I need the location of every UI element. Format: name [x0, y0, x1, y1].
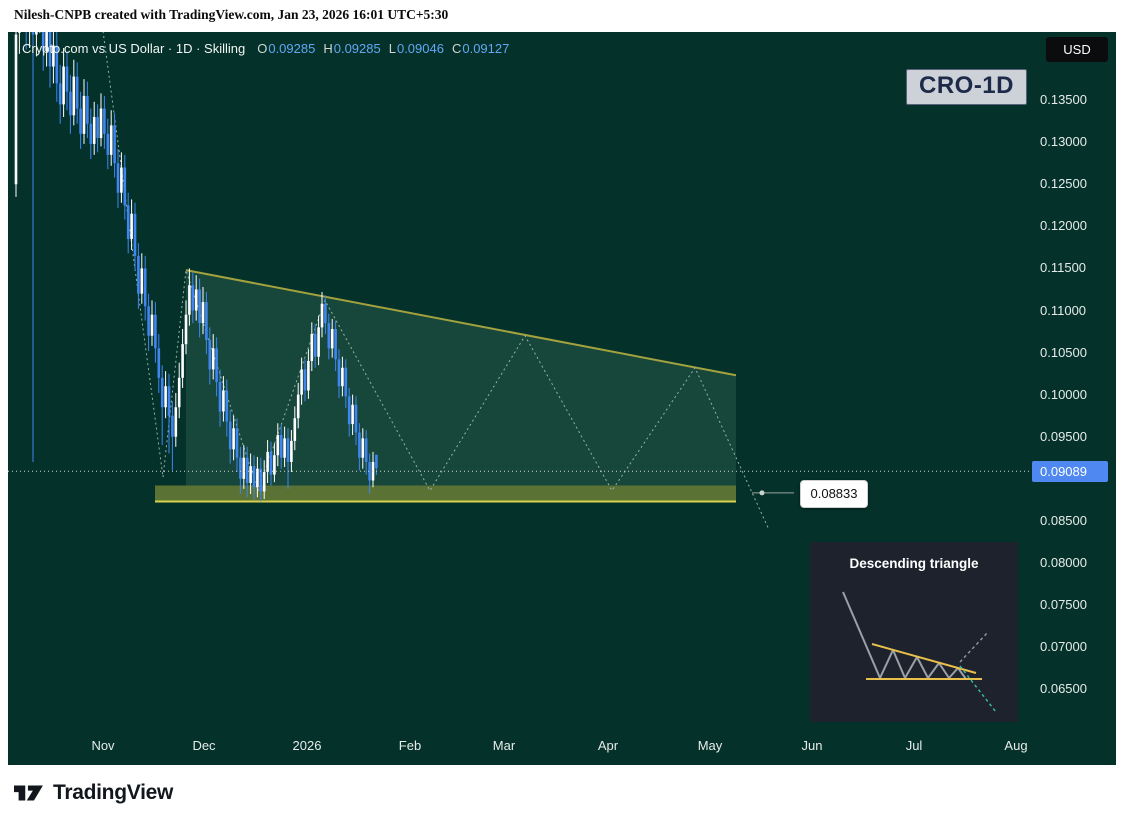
- price-tick: 0.09500: [1040, 428, 1087, 444]
- snapshot-attribution-text: Nilesh-CNPB created with TradingView.com…: [14, 7, 449, 22]
- pattern-breakdown-dashed-line: [959, 665, 997, 713]
- tradingview-brand: TradingView: [14, 781, 173, 805]
- tradingview-logo-icon: [14, 785, 43, 801]
- price-tick: 0.13000: [1040, 134, 1087, 150]
- price-tick: 0.10000: [1040, 386, 1087, 402]
- price-tick: 0.07000: [1040, 639, 1087, 655]
- price-tick: 0.11500: [1040, 260, 1087, 276]
- chart-region: Crypto.com vs US Dollar · 1D · Skilling …: [8, 32, 1116, 765]
- price-tick: 0.12500: [1040, 176, 1087, 192]
- pattern-illustration: [842, 591, 997, 713]
- time-tick: Dec: [192, 738, 216, 753]
- pattern-zigzag-line: [842, 591, 967, 680]
- time-axis[interactable]: Nov Dec 2026 Feb Mar Apr May Jun Jul Aug: [8, 729, 1030, 765]
- time-tick: Apr: [597, 738, 619, 753]
- time-tick: 2026: [292, 738, 322, 753]
- tradingview-brand-text: TradingView: [53, 781, 174, 804]
- price-tick: 0.06500: [1040, 681, 1087, 697]
- price-axis[interactable]: 0.09089 0.13500 0.13000 0.12500 0.12000 0.11…: [1030, 32, 1116, 729]
- time-tick: Nov: [91, 738, 115, 753]
- time-tick: Feb: [398, 738, 422, 753]
- price-tick: 0.13500: [1040, 92, 1087, 108]
- ohlc-high: H0.09285: [323, 41, 381, 56]
- pattern-descending-line: [871, 643, 977, 674]
- price-tick: 0.12000: [1040, 218, 1087, 234]
- price-tick: 0.08000: [1040, 554, 1087, 570]
- plot-area[interactable]: 0.08833 Descending triangle: [8, 32, 1030, 729]
- ohlc-open: O0.09285: [257, 41, 316, 56]
- currency-button[interactable]: USD: [1046, 37, 1108, 62]
- time-tick: May: [697, 738, 723, 753]
- symbol-interval-badge: CRO-1D: [905, 69, 1027, 105]
- time-tick: Mar: [492, 738, 516, 753]
- chart-legend: Crypto.com vs US Dollar · 1D · Skilling …: [22, 41, 509, 56]
- pattern-card-title: Descending triangle: [849, 556, 979, 571]
- symbol-title[interactable]: Crypto.com vs US Dollar · 1D · Skilling: [22, 41, 246, 56]
- pattern-card: Descending triangle: [810, 542, 1018, 722]
- time-tick: Jul: [905, 738, 923, 753]
- price-chart-canvas[interactable]: [8, 32, 1030, 729]
- ohlc-close: C0.09127: [451, 41, 510, 56]
- last-price-label[interactable]: 0.09089: [1032, 460, 1108, 482]
- footer: TradingView: [0, 765, 1124, 828]
- price-tick: 0.11000: [1040, 302, 1087, 318]
- support-price-flag[interactable]: 0.08833: [800, 479, 868, 508]
- pattern-upside-dashed-line: [959, 631, 989, 663]
- snapshot-attribution-bar: Nilesh-CNPB created with TradingView.com…: [0, 0, 1124, 32]
- time-tick: Jun: [801, 738, 823, 753]
- price-tick: 0.07500: [1040, 596, 1087, 612]
- ohlc-low: L0.09046: [388, 41, 444, 56]
- time-tick: Aug: [1004, 738, 1028, 753]
- price-tick: 0.10500: [1040, 344, 1087, 360]
- ohlc-values: O0.09285 H0.09285 L0.09046 C0.09127: [257, 41, 509, 56]
- price-tick: 0.08500: [1040, 512, 1087, 528]
